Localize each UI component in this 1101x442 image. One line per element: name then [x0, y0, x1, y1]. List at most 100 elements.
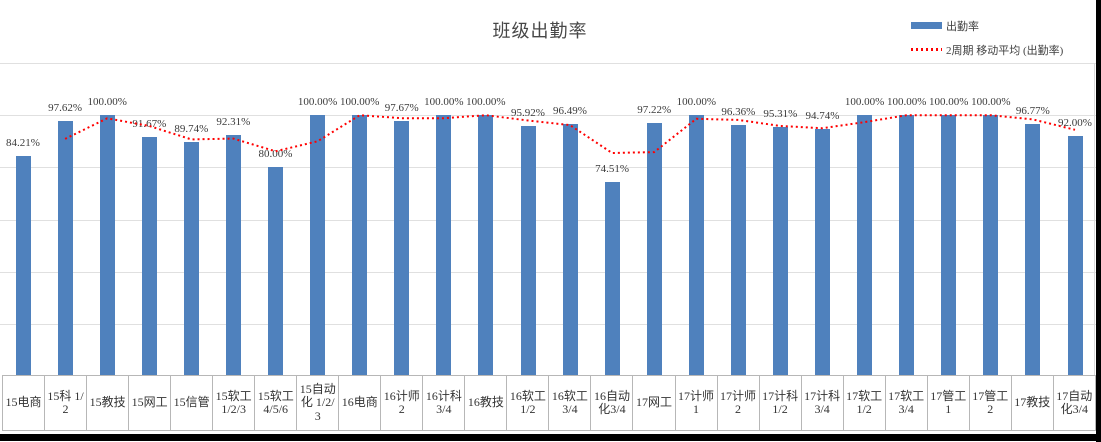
gridline [0, 167, 1096, 169]
bar [857, 115, 873, 376]
plot-right-border [1094, 63, 1095, 376]
gridline [0, 63, 1096, 64]
bar [604, 181, 620, 376]
category-label: 16软工 3/4 [549, 376, 592, 430]
bar [268, 167, 283, 376]
category-label: 17网工 [633, 376, 676, 430]
category-label: 16教技 [465, 376, 508, 430]
bar-data-label: 95.92% [511, 106, 545, 119]
bar [15, 156, 31, 376]
bar-data-label: 100.00% [466, 96, 506, 109]
bar [688, 115, 704, 376]
category-label: 15教技 [87, 376, 130, 430]
bar-data-label: 80.00% [258, 148, 293, 161]
legend-item-moving-average: 2周期 移动平均 (出勤率) [911, 42, 1063, 57]
bar [941, 115, 957, 376]
bar [1025, 123, 1041, 376]
bar-data-label: 100.00% [339, 96, 380, 109]
category-label: 17自动化3/4 [1056, 388, 1093, 416]
category-label: 16计师 2 [381, 376, 424, 430]
bar [520, 125, 536, 376]
bar-data-label: 95.31% [763, 108, 798, 121]
category-label: 17计师 1 [676, 376, 718, 430]
bar-data-label: 92.31% [216, 116, 251, 129]
bar [141, 136, 157, 376]
category-label: 17软工 3/4 [886, 376, 928, 430]
category-label: 15自动化 1/2/3 [297, 376, 340, 430]
legend-bar-swatch-icon [911, 22, 942, 29]
bar-data-label: 100.00% [928, 96, 969, 109]
bar [99, 115, 115, 376]
bar [394, 121, 410, 376]
category-label: 16电商 [339, 376, 382, 430]
bar [646, 122, 662, 376]
legend: 出勤率 2周期 移动平均 (出勤率) [911, 18, 1063, 66]
category-label: 17计师 2 [718, 376, 760, 430]
bar-data-label: 100.00% [971, 96, 1011, 109]
chart-title: 班级出勤率 [492, 21, 588, 41]
bar [310, 115, 326, 376]
category-label: 17教技 [1012, 376, 1054, 430]
bar [983, 115, 999, 376]
bar-data-label: 96.49% [553, 105, 587, 118]
bar-data-label: 74.51% [595, 162, 630, 175]
gridline [0, 219, 1096, 221]
gridline [0, 271, 1096, 273]
category-label: 17管工 1 [928, 376, 970, 430]
bar [1067, 136, 1083, 376]
category-label: 17计科 3/4 [802, 376, 844, 430]
bar-data-label: 100.00% [676, 96, 716, 109]
bar [562, 124, 578, 376]
bar [730, 124, 746, 376]
bar-data-label: 100.00% [424, 96, 464, 109]
bar-data-label: 91.67% [132, 117, 167, 130]
category-label: 15科 1/2 [45, 376, 88, 430]
bar [436, 115, 452, 376]
bar [183, 142, 199, 376]
legend-item-attendance: 出勤率 [911, 18, 1063, 33]
legend-item-label: 2周期 移动平均 (出勤率) [946, 44, 1064, 57]
bar [899, 115, 915, 376]
bar-data-label: 94.74% [805, 109, 840, 122]
moving-average-line [64, 114, 1076, 155]
bar [225, 135, 241, 376]
bar [772, 127, 788, 376]
category-label: 17计科 1/2 [760, 376, 802, 430]
bar [352, 115, 368, 376]
screenshot-edge-bottom [0, 434, 1101, 441]
bar-data-label: 100.00% [844, 96, 885, 109]
bar-data-label: 100.00% [87, 96, 127, 109]
category-label: 16计科 3/4 [423, 376, 466, 430]
screenshot-edge-right [1096, 0, 1101, 442]
gridline [0, 115, 1096, 117]
bar [478, 115, 494, 376]
bar-data-label: 97.62% [48, 102, 83, 115]
bar-data-label: 100.00% [297, 96, 338, 109]
category-axis: 15电商 15科 1/2 15教技 15网工 15信管 15软工 1/2/3 15软工 4/… [2, 375, 1096, 431]
bar-data-label: 96.36% [721, 105, 756, 118]
category-label: 16自动化3/4 [591, 376, 634, 430]
category-label: 16软工 1/2 [507, 376, 550, 430]
category-label: 15电商 [3, 376, 46, 430]
category-label: 15网工 [129, 376, 172, 430]
bar-data-label: 96.77% [1015, 104, 1050, 117]
bar-data-label: 97.67% [384, 102, 419, 115]
category-label: 15软工 4/5/6 [255, 376, 298, 430]
legend-item-label: 出勤率 [946, 20, 979, 33]
category-label: 17管工 2 [970, 376, 1012, 430]
bar [815, 128, 830, 376]
bar-data-label: 84.21% [6, 137, 40, 150]
bar-data-label: 100.00% [886, 96, 927, 109]
gridline [0, 323, 1096, 325]
bar-data-label: 89.74% [174, 123, 209, 135]
bar-data-label: 92.00% [1058, 117, 1092, 130]
category-label: 17软工 1/2 [844, 376, 886, 430]
bar-data-label: 97.22% [637, 103, 672, 116]
category-label: 15软工 1/2/3 [213, 376, 256, 430]
category-label: 15信管 [171, 376, 214, 430]
bar [57, 121, 73, 376]
legend-dotted-line-swatch-icon [911, 48, 942, 51]
